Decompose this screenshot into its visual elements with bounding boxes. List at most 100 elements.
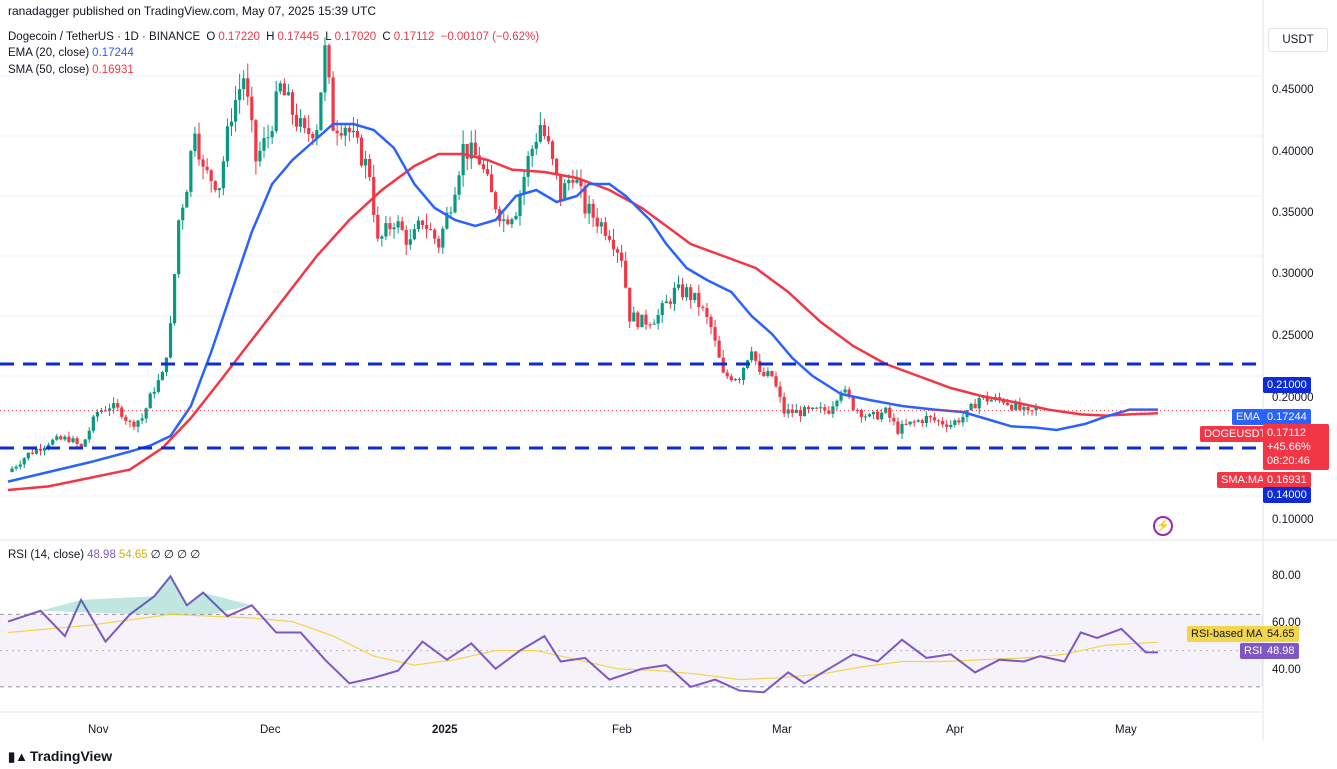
candle-body [989,400,993,402]
candle-body [863,416,868,418]
candle-body [461,144,465,176]
candle-body [676,284,681,288]
support-tag: 0.14000 [1263,487,1311,503]
bar-countdown: 08:20:46 [1267,455,1310,467]
sma-legend[interactable]: SMA (50, close) 0.16931 [8,64,137,76]
candle-body [124,416,128,421]
candle-body [412,229,416,240]
candle-body [786,409,790,414]
candle-body [30,452,34,454]
tradingview-logo[interactable]: ▮▲ TradingView [8,748,112,765]
candle-body [392,227,396,230]
h-label: H [266,31,275,43]
candle-body [794,409,798,414]
candle-body [156,380,160,392]
candle-body [457,175,461,195]
sma-legend-label: SMA (50, close) [8,64,90,76]
candle-body [953,420,957,425]
candle-body [408,239,412,245]
price-tick: 0.10000 [1272,514,1314,526]
candle-body [343,127,347,136]
candle-body [620,252,624,261]
candle-body [668,301,672,304]
candle-body [928,415,933,418]
candle-body [193,133,197,152]
candle-body [262,138,266,151]
candle-body [246,78,250,97]
candle-body [806,407,811,410]
change-value: −0.00107 (−0.62%) [440,31,540,43]
candle-body [815,407,819,409]
candle-body [949,424,953,428]
candle-body [87,430,91,440]
candle-body [579,179,583,187]
candle-body [758,360,762,372]
candle-body [420,220,425,226]
candle-body [83,439,87,447]
candle-body [75,438,79,444]
candle-body [331,77,335,131]
candle-body [173,274,177,324]
candle-body [116,403,120,408]
candle-body [534,141,538,149]
candle-body [1010,404,1014,410]
candle-body [542,124,546,137]
candle-body [705,308,709,317]
ema-axis-value: 0.17244 [1263,409,1311,425]
candle-body [473,142,477,156]
candle-body [575,179,579,183]
candle-body [892,417,896,422]
candle-body [225,126,230,162]
candle-body [79,443,83,447]
candle-body [664,301,668,304]
price-tick: 0.20000 [1272,392,1314,404]
candle-body [977,397,981,409]
candle-body [144,408,148,419]
candle-body [107,408,112,411]
rsi-tick: 80.00 [1272,570,1301,582]
currency-unit-button[interactable]: USDT [1268,28,1328,52]
candle-body [750,351,754,361]
rsi-legend[interactable]: RSI (14, close) 48.98 54.65 ∅ ∅ ∅ ∅ [8,547,203,561]
price-pane [0,37,1263,497]
candle-body [607,235,612,240]
candle-body [945,424,949,428]
candle-body [429,228,433,230]
candle-body [1034,407,1038,411]
candle-body [941,420,945,425]
rsi-ma-legend-value: 54.65 [118,549,148,561]
resistance-tag: 0.21000 [1263,377,1311,393]
price-tick: 0.25000 [1272,330,1314,342]
candle-body [128,420,132,422]
ema-legend-label: EMA (20, close) [8,47,90,59]
candle-body [319,92,323,131]
candle-body [298,118,303,127]
rsi-axis-label: RSI [1240,643,1267,659]
candle-body [197,133,201,160]
candle-body [502,219,506,221]
candle-body [213,181,217,191]
candle-body [632,312,636,322]
candle-body [778,386,782,397]
brand-name: TradingView [29,748,113,764]
candle-body [10,468,14,472]
candle-body [810,407,815,410]
candle-body [335,130,339,134]
rsi-ma-axis-label: RSI-based MA [1187,626,1267,642]
candle-body [851,397,855,410]
rsi-legend-label: RSI (14, close) [8,549,85,561]
candle-body [286,92,290,96]
rsi-pane [0,574,1263,694]
candle-body [290,92,295,115]
candle-body [282,83,286,96]
candle-body [550,141,555,159]
ema-legend[interactable]: EMA (20, close) 0.17244 [8,47,137,59]
candle-body [546,136,551,142]
time-tick: Dec [260,724,281,736]
candle-body [685,287,689,298]
candle-body [522,176,526,194]
lightning-icon[interactable]: ⚡ [1153,516,1173,536]
candle-body [437,238,441,248]
candle-body [514,215,518,220]
